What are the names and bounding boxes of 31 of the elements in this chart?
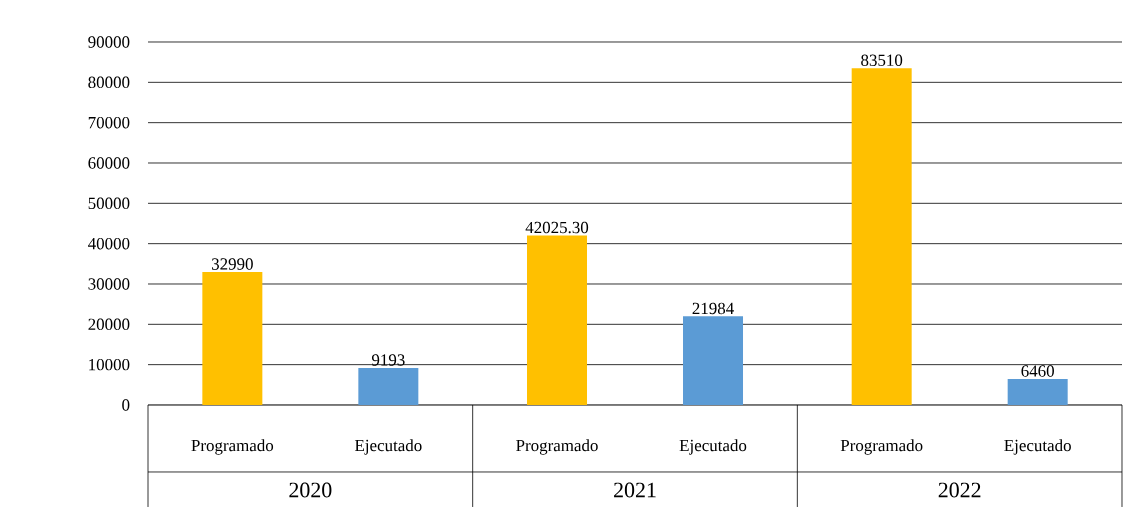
bar bbox=[1007, 378, 1068, 405]
data-label: 21984 bbox=[692, 302, 734, 315]
y-tick-label: 60000 bbox=[88, 157, 130, 169]
text: Ejecutado bbox=[679, 439, 747, 455]
bar bbox=[851, 68, 912, 405]
bar bbox=[202, 271, 263, 405]
text: Programado bbox=[191, 439, 274, 455]
x-tick-label: 2020 bbox=[289, 482, 332, 498]
text: Ejecutado bbox=[354, 439, 422, 455]
y-tick-label: 30000 bbox=[88, 278, 130, 290]
text: Programado bbox=[516, 439, 598, 455]
y-tick-label: 10000 bbox=[89, 358, 130, 371]
y-tick-label: 40000 bbox=[88, 237, 130, 250]
y-tick-label: 90000 bbox=[88, 36, 130, 48]
y-tick-label: 70000 bbox=[88, 116, 130, 129]
x-tick-label: 2021 bbox=[614, 482, 656, 498]
text: Programado bbox=[840, 439, 923, 455]
y-tick-label: 0 bbox=[122, 399, 130, 411]
y-tick-label: 20000 bbox=[88, 318, 130, 331]
x-tick-label: 2022 bbox=[938, 482, 981, 498]
y-tick-label: 80000 bbox=[88, 76, 130, 89]
data-label: 6460 bbox=[1021, 365, 1054, 377]
text: Ejecutado bbox=[1004, 439, 1071, 455]
data-label: 9193 bbox=[371, 354, 405, 366]
bar bbox=[527, 235, 588, 405]
data-label: 83510 bbox=[861, 54, 903, 66]
data-label: 42025.30 bbox=[525, 221, 589, 234]
y-tick-label: 50000 bbox=[88, 197, 130, 210]
data-label: 32990 bbox=[211, 258, 253, 270]
bar bbox=[358, 367, 419, 405]
bar bbox=[683, 316, 744, 405]
